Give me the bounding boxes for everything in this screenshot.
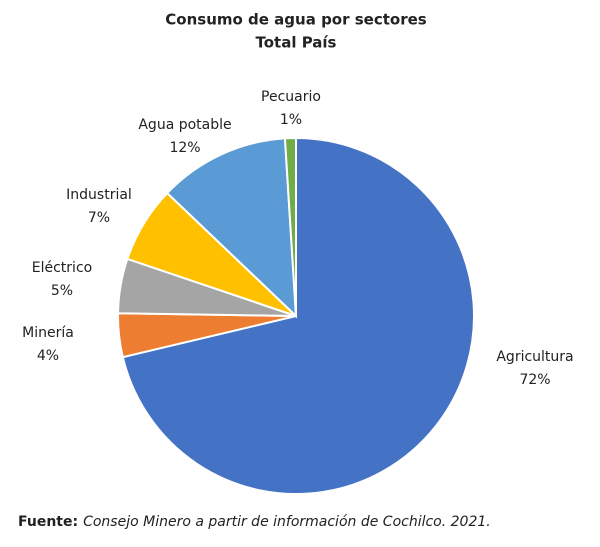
slice-label: Industrial [66, 187, 132, 203]
slice-label: Pecuario [261, 89, 321, 105]
slice-label: Minería [22, 325, 74, 341]
pie [117, 136, 475, 495]
slice-value-label: 12% [169, 140, 200, 156]
slice-label: Agua potable [138, 117, 231, 133]
slice-value-label: 7% [88, 210, 110, 226]
pie-slice [121, 136, 475, 495]
slice-label: Agricultura [496, 349, 573, 365]
pie-slice [283, 136, 297, 317]
slice-value-label: 4% [37, 348, 59, 364]
chart-subtitle: Total País [256, 34, 337, 52]
source-label: Fuente: [18, 514, 78, 530]
source: Fuente: Consejo Minero a partir de inform… [18, 514, 491, 530]
chart-title: Consumo de agua por sectores [165, 11, 426, 29]
slice-label: Eléctrico [32, 260, 92, 276]
pie-slice [165, 137, 298, 319]
slice-value-label: 1% [280, 112, 302, 128]
source-text: Consejo Minero a partir de información d… [83, 514, 491, 530]
slice-value-label: 5% [51, 283, 73, 299]
slice-value-label: 72% [519, 372, 550, 388]
